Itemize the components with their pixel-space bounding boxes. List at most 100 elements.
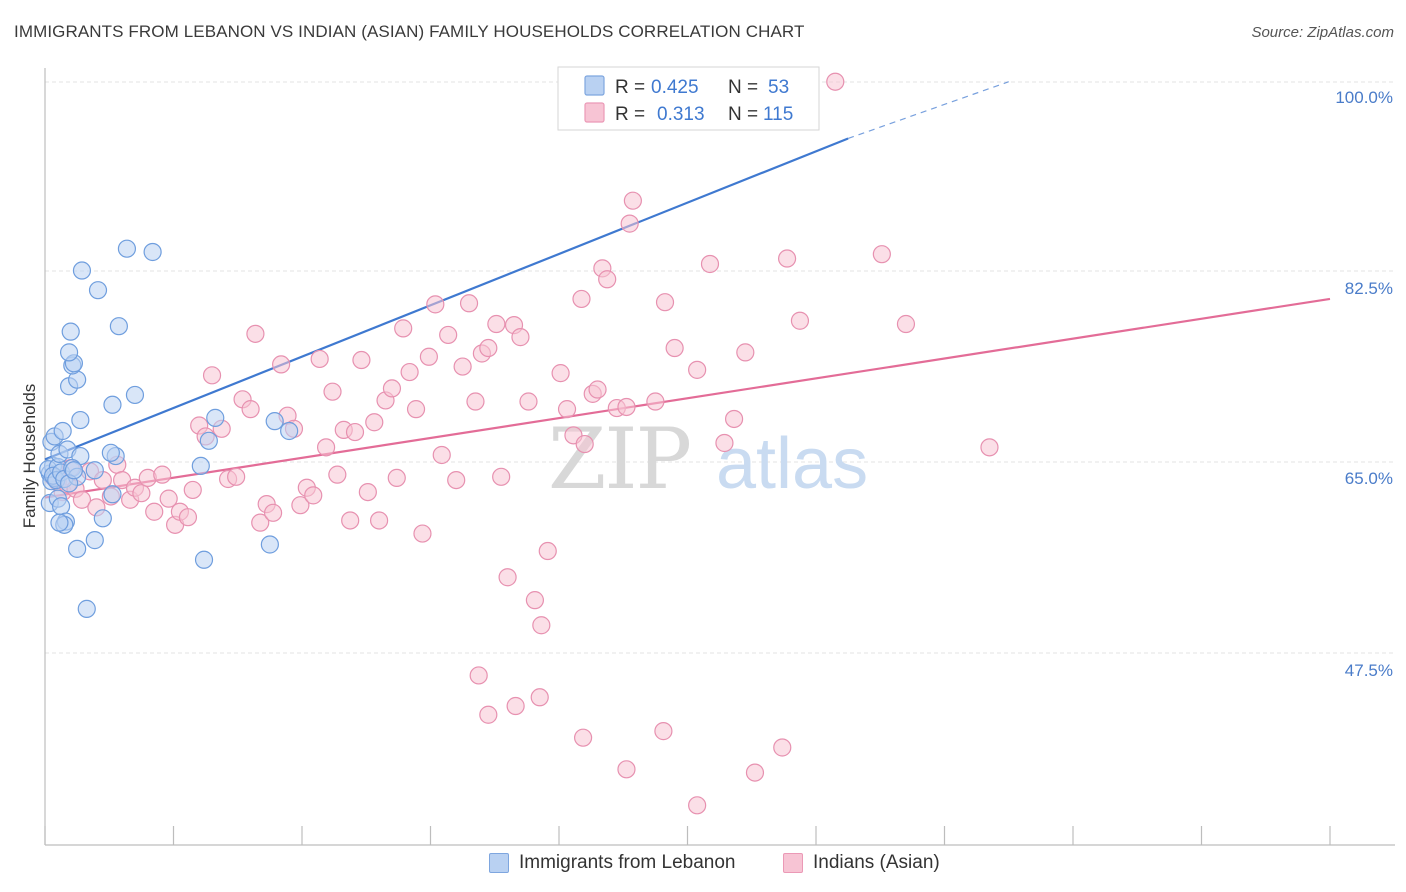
point-indians-108 xyxy=(530,688,549,707)
point-lebanon-27 xyxy=(85,461,104,480)
chart-source: Source: ZipAtlas.com xyxy=(1251,24,1394,41)
legend-r-label-pink: R = xyxy=(615,104,645,125)
point-indians-94 xyxy=(665,338,684,358)
point-lebanon-25 xyxy=(50,513,69,532)
legend-r-label-blue: R = xyxy=(615,77,645,98)
stats-legend: R = 0.425 N = 53 R = 0.313 N = 115 xyxy=(557,66,820,131)
point-indians-75 xyxy=(519,392,538,411)
watermark: ZIP atlas xyxy=(548,410,868,508)
point-indians-100 xyxy=(777,249,797,268)
legend-swatch-indians xyxy=(783,853,803,873)
point-indians-116 xyxy=(826,72,845,91)
point-indians-59 xyxy=(413,524,432,543)
point-indians-91 xyxy=(623,191,642,210)
point-indians-54 xyxy=(382,379,402,398)
point-indians-47 xyxy=(341,511,360,530)
point-indians-19 xyxy=(159,489,178,508)
point-indians-82 xyxy=(572,289,591,309)
y-tick-labels: 47.5% 65.0% 82.5% 100.0% xyxy=(1335,88,1393,680)
point-indians-111 xyxy=(654,722,673,741)
point-indians-105 xyxy=(469,666,488,685)
grid-lines xyxy=(45,81,1395,654)
point-indians-112 xyxy=(688,796,707,815)
point-lebanon-30 xyxy=(101,443,120,462)
point-indians-22 xyxy=(178,508,198,527)
point-indians-26 xyxy=(202,366,222,385)
point-indians-107 xyxy=(506,696,525,716)
chart-title: IMMIGRANTS FROM LEBANON VS INDIAN (ASIAN… xyxy=(14,22,805,41)
point-indians-106 xyxy=(479,705,498,724)
point-indians-50 xyxy=(358,482,377,502)
legend-swatch-blue xyxy=(584,75,605,96)
point-indians-31 xyxy=(241,400,260,419)
point-lebanon-42 xyxy=(143,242,162,262)
point-indians-102 xyxy=(872,245,891,264)
point-lebanon-52 xyxy=(77,599,96,618)
trend-lines xyxy=(44,81,1331,499)
y-tick-label-2: 82.5% xyxy=(1345,279,1393,298)
point-indians-110 xyxy=(617,760,636,779)
legend-n-label-blue: N = xyxy=(728,77,758,98)
point-indians-6 xyxy=(72,490,92,509)
legend-r-value-blue: 0.425 xyxy=(651,77,699,98)
point-indians-65 xyxy=(453,357,472,376)
y-tick-label-1: 65.0% xyxy=(1345,469,1393,488)
point-lebanon-40 xyxy=(72,261,92,280)
legend-swatch-pink xyxy=(584,102,605,123)
point-lebanon-26 xyxy=(93,509,112,528)
point-indians-63 xyxy=(439,325,458,345)
point-lebanon-36 xyxy=(59,343,79,362)
point-indians-33 xyxy=(251,513,270,532)
trend-line-lebanon xyxy=(44,137,849,461)
point-indians-64 xyxy=(447,470,466,490)
point-indians-35 xyxy=(263,503,283,522)
point-lebanon-41 xyxy=(117,239,137,258)
point-lebanon-54 xyxy=(260,535,279,554)
point-lebanon-31 xyxy=(71,410,90,430)
point-indians-23 xyxy=(183,480,202,500)
legend-item-lebanon: Immigrants from Lebanon xyxy=(489,852,736,874)
point-indians-104 xyxy=(980,438,999,457)
point-indians-98 xyxy=(724,409,744,429)
series-legend: Immigrants from Lebanon Indians (Asian) xyxy=(0,852,1406,878)
point-lebanon-37 xyxy=(61,322,80,341)
point-indians-113 xyxy=(745,763,765,782)
point-indians-74 xyxy=(511,328,530,347)
point-indians-60 xyxy=(419,347,438,366)
point-indians-44 xyxy=(323,382,342,401)
point-indians-95 xyxy=(688,360,707,379)
scatter-plot: ZIP atlas 47.5%65.0%82.5%100.0% 0.0%80.0… xyxy=(20,66,1395,846)
point-lebanon-28 xyxy=(103,485,122,504)
trend-line-lebanon-extension xyxy=(847,81,1009,140)
point-indians-72 xyxy=(498,568,517,587)
point-indians-97 xyxy=(715,433,734,453)
point-indians-71 xyxy=(492,467,511,486)
point-indians-109 xyxy=(573,728,593,747)
point-indians-55 xyxy=(387,468,406,488)
point-lebanon-47 xyxy=(280,421,299,441)
point-indians-15 xyxy=(132,484,151,503)
point-indians-114 xyxy=(773,738,792,757)
point-indians-92 xyxy=(646,392,665,411)
point-indians-51 xyxy=(365,413,384,432)
point-lebanon-45 xyxy=(206,408,225,427)
series-immigrants-lebanon xyxy=(39,87,740,618)
trend-line-indians xyxy=(44,297,1331,499)
point-indians-43 xyxy=(316,438,336,457)
point-indians-61 xyxy=(426,295,445,314)
point-indians-90 xyxy=(620,214,639,233)
point-indians-69 xyxy=(479,338,498,358)
point-lebanon-49 xyxy=(191,456,210,476)
legend-label-lebanon: Immigrants from Lebanon xyxy=(519,852,736,873)
legend-item-indians: Indians (Asian) xyxy=(783,852,940,874)
point-indians-66 xyxy=(459,294,479,313)
watermark-atlas: atlas xyxy=(716,424,868,504)
point-indians-32 xyxy=(246,324,265,343)
point-lebanon-50 xyxy=(68,539,87,558)
point-indians-80 xyxy=(557,400,577,419)
point-lebanon-39 xyxy=(88,281,108,300)
point-indians-62 xyxy=(432,445,451,465)
point-indians-103 xyxy=(896,314,916,334)
point-lebanon-19 xyxy=(64,461,84,480)
legend-r-value-pink: 0.313 xyxy=(657,104,705,125)
